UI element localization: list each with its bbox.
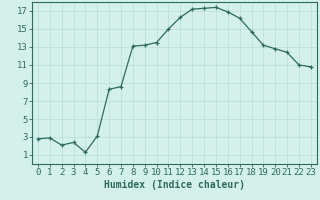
X-axis label: Humidex (Indice chaleur): Humidex (Indice chaleur): [104, 180, 245, 190]
